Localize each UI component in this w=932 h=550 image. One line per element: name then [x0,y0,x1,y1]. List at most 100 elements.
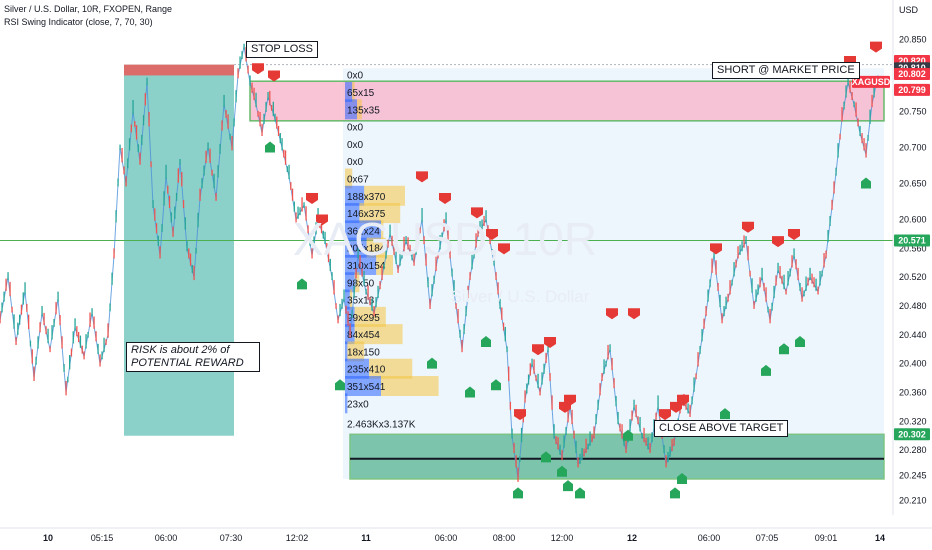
background-layer [343,68,884,479]
candle [717,282,719,291]
candle [15,337,17,345]
candle [835,167,837,176]
candle [253,87,255,100]
candle [703,318,705,329]
sell-signal [710,243,722,255]
candle [205,150,207,163]
candle [83,351,85,360]
candle [31,349,33,364]
sell-signal [532,344,544,356]
price-tick-label: 20.245 [899,470,927,480]
vp-row-label: 0x0 [347,71,364,82]
candle [20,304,23,315]
candle [186,241,188,252]
candle [777,262,779,273]
candle [827,230,829,243]
candle [397,264,399,273]
candle [723,306,725,317]
risk-note[interactable]: RISK is about 2% of POTENTIAL REWARD [126,342,260,372]
candle [673,437,675,446]
price-tag [894,428,930,441]
buy-signal [297,278,307,290]
vp-total: 2.463Kx3.137K [347,419,416,430]
candle [284,150,287,165]
candle [209,148,211,163]
price-tag [894,83,930,96]
candle [847,75,849,86]
candle [587,443,589,450]
candle [43,312,45,326]
price-tick-label: 20.650 [899,179,927,189]
candle [13,314,15,329]
candle [823,253,825,268]
time-tick-label: 10 [43,533,53,543]
candle [461,339,463,353]
candle [159,246,161,259]
candle [99,354,101,367]
candle [508,366,510,381]
candle [515,455,517,468]
buy-signal [720,408,730,420]
candle [3,291,5,302]
candle [150,161,152,168]
vp-buy-bar [345,168,353,189]
candle [421,208,423,223]
candle [343,289,345,302]
vp-row-label: 98x50 [347,278,375,289]
candle [17,322,19,335]
candle [739,244,741,255]
time-tick-label: 06:00 [698,533,721,543]
candle [549,373,551,381]
candle [290,182,292,191]
candle [829,215,831,227]
stop-loss-label[interactable]: STOP LOSS [246,41,318,58]
candle [373,306,375,317]
candle [63,364,65,372]
candle [365,288,367,295]
candle [561,450,563,461]
candle [809,267,811,281]
candle [803,290,805,297]
vp-sell-bar [345,341,348,362]
candle [225,110,227,118]
price-axis: 20.210 20.245 20.280 20.320 20.360 20.400 20.4… [852,0,930,515]
candle [249,75,251,86]
candle [19,314,21,325]
short-entry-label[interactable]: SHORT @ MARKET PRICE [712,62,860,79]
price-tick-label: 20.440 [899,330,927,340]
candle [257,110,259,117]
candle [361,268,363,277]
vp-sell-bar [345,220,381,241]
candle [163,191,165,206]
indicator-title[interactable]: RSI Swing Indicator (close, 7, 70, 30) [4,17,153,27]
candle [188,248,190,259]
candle [172,226,174,237]
candle [283,149,285,158]
candle [787,271,789,286]
candle [609,344,611,353]
symbol-title[interactable]: Silver / U.S. Dollar, 10R, FXOPEN, Range [4,4,173,14]
candle [485,210,487,223]
candle [647,437,649,450]
vp-row-label: 235x410 [347,365,386,376]
candle [189,253,192,266]
candle [721,313,723,324]
candle [127,158,129,169]
close-above-target-label[interactable]: CLOSE ABOVE TARGET [654,420,789,437]
candle [779,266,781,279]
candle [693,377,695,392]
candle [229,133,231,140]
candle [33,366,35,381]
buy-signal [861,177,871,189]
candle [349,323,351,338]
candle [593,426,595,439]
vp-row-label: 351x541 [347,382,386,393]
candle [669,446,671,457]
vp-row-label: 146x375 [347,209,386,220]
candle [793,248,795,259]
candle [105,339,107,345]
vp-row-label: 0x67 [347,174,369,185]
candle [527,374,530,385]
candle [785,288,787,295]
